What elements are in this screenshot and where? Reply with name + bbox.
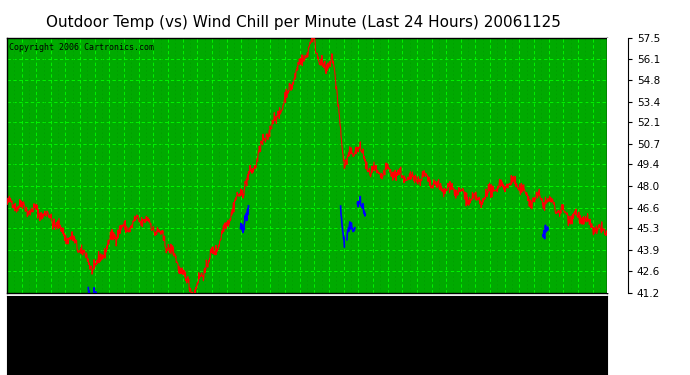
- Text: Outdoor Temp (vs) Wind Chill per Minute (Last 24 Hours) 20061125: Outdoor Temp (vs) Wind Chill per Minute …: [46, 15, 561, 30]
- Text: Copyright 2006 Cartronics.com: Copyright 2006 Cartronics.com: [9, 43, 154, 52]
